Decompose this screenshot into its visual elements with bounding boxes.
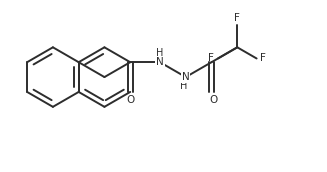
Text: O: O	[126, 95, 134, 105]
Text: N: N	[156, 57, 164, 67]
Text: H: H	[180, 81, 187, 91]
Text: F: F	[208, 53, 214, 63]
Text: N: N	[182, 72, 190, 82]
Text: H: H	[156, 48, 164, 58]
Text: F: F	[260, 53, 266, 63]
Text: F: F	[234, 13, 240, 23]
Text: O: O	[209, 95, 218, 105]
